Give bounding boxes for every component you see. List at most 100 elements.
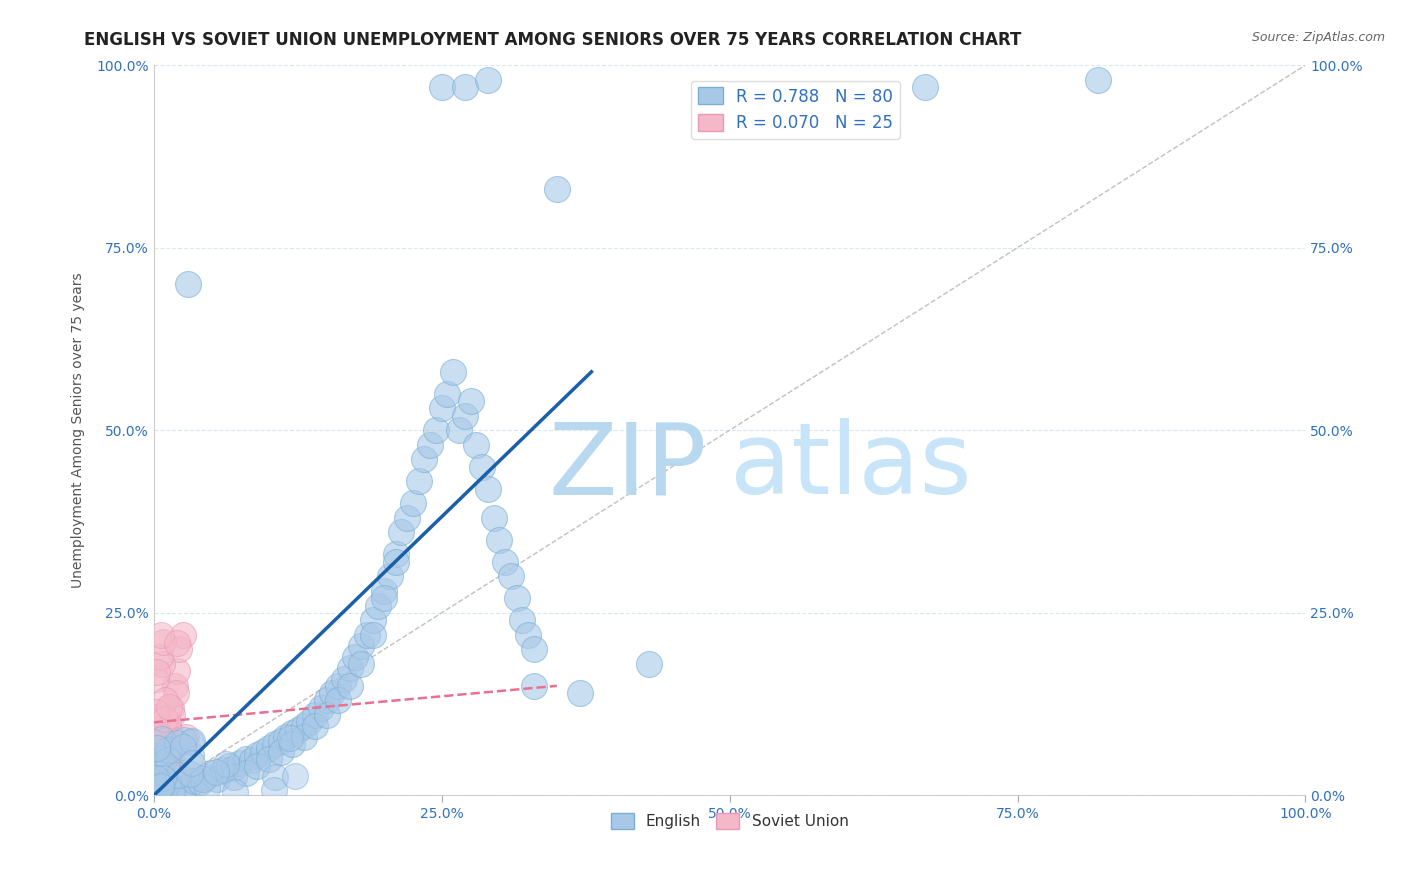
Point <box>150 779 173 793</box>
Point <box>172 782 194 797</box>
Point <box>155 712 177 726</box>
Point <box>344 649 367 664</box>
Point <box>212 763 235 777</box>
Point <box>517 628 540 642</box>
Point <box>152 752 174 766</box>
Point <box>172 628 194 642</box>
Point <box>149 766 172 780</box>
Point <box>246 748 269 763</box>
Point <box>177 277 200 292</box>
Text: ENGLISH VS SOVIET UNION UNEMPLOYMENT AMONG SENIORS OVER 75 YEARS CORRELATION CHA: ENGLISH VS SOVIET UNION UNEMPLOYMENT AMO… <box>84 31 1022 49</box>
Point <box>167 642 190 657</box>
Point <box>281 726 304 740</box>
Point <box>181 734 204 748</box>
Point <box>523 679 546 693</box>
Point <box>146 726 169 740</box>
Point <box>425 423 447 437</box>
Point <box>152 756 174 770</box>
Point <box>150 731 173 746</box>
Point <box>224 770 246 784</box>
Point <box>264 770 287 784</box>
Point <box>146 781 169 796</box>
Point <box>488 533 510 547</box>
Point <box>309 700 332 714</box>
Point <box>172 739 194 754</box>
Point <box>224 785 246 799</box>
Point <box>402 496 425 510</box>
Point <box>173 733 195 747</box>
Point <box>270 733 292 747</box>
Point <box>391 525 413 540</box>
Point <box>257 752 280 766</box>
Point <box>292 730 315 744</box>
Text: ZIP: ZIP <box>548 418 707 516</box>
Point <box>166 665 188 679</box>
Text: Source: ZipAtlas.com: Source: ZipAtlas.com <box>1251 31 1385 45</box>
Point <box>146 665 169 680</box>
Point <box>430 80 453 95</box>
Point <box>162 708 184 723</box>
Point <box>378 569 401 583</box>
Point <box>333 672 356 686</box>
Point <box>180 756 202 770</box>
Point <box>384 555 406 569</box>
Point <box>155 737 177 751</box>
Point <box>155 785 177 799</box>
Point <box>419 438 441 452</box>
Point <box>163 679 186 693</box>
Text: atlas: atlas <box>730 418 972 516</box>
Point <box>373 583 395 598</box>
Point <box>177 780 200 794</box>
Point <box>160 752 183 766</box>
Point <box>430 401 453 416</box>
Point <box>145 672 167 686</box>
Point <box>914 80 936 95</box>
Point <box>165 686 187 700</box>
Point <box>339 679 361 693</box>
Point <box>281 737 304 751</box>
Point <box>361 628 384 642</box>
Point <box>155 693 177 707</box>
Point <box>367 599 389 613</box>
Point <box>149 759 172 773</box>
Point <box>157 743 180 757</box>
Point <box>494 555 516 569</box>
Point <box>194 770 217 784</box>
Point <box>145 705 167 719</box>
Point <box>179 766 201 780</box>
Point <box>145 767 167 781</box>
Point <box>436 386 458 401</box>
Point <box>235 766 257 780</box>
Point <box>166 777 188 791</box>
Point <box>149 762 172 776</box>
Point <box>180 735 202 749</box>
Point <box>152 635 174 649</box>
Point <box>454 80 477 95</box>
Point <box>145 758 167 772</box>
Point <box>156 753 179 767</box>
Point <box>145 749 167 764</box>
Point <box>465 438 488 452</box>
Point <box>471 459 494 474</box>
Point <box>188 775 211 789</box>
Point <box>145 741 167 756</box>
Point <box>205 772 228 787</box>
Point <box>263 782 285 797</box>
Point <box>146 779 169 793</box>
Point <box>546 182 568 196</box>
Point <box>149 649 172 664</box>
Point <box>240 753 263 767</box>
Point <box>356 628 378 642</box>
Point <box>454 409 477 423</box>
Point <box>263 737 285 751</box>
Point <box>146 753 169 767</box>
Point <box>150 776 173 790</box>
Point <box>224 761 246 775</box>
Point <box>159 752 181 766</box>
Point <box>174 730 197 744</box>
Point <box>145 771 167 785</box>
Point <box>477 72 499 87</box>
Point <box>183 773 205 788</box>
Point <box>148 745 170 759</box>
Point <box>160 700 183 714</box>
